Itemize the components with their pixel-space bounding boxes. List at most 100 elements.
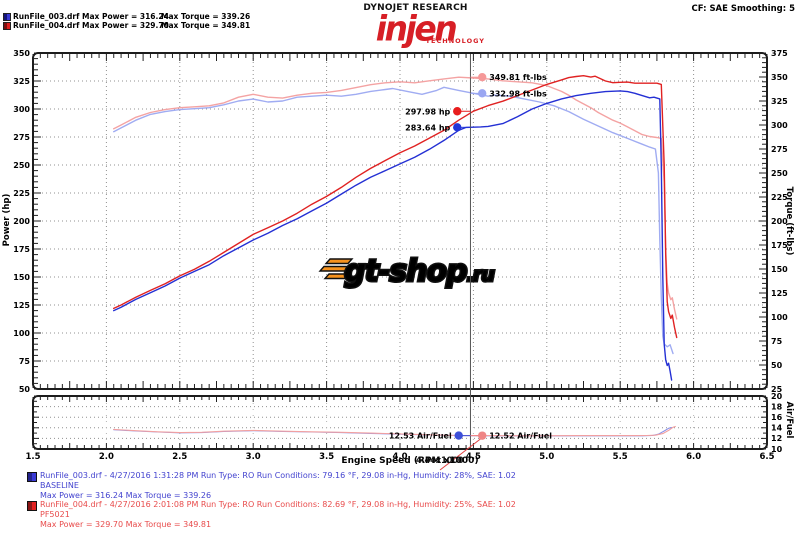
- power-tick-label: 100: [13, 329, 30, 338]
- power-tick-label: 200: [13, 217, 30, 226]
- power-tick-label: 75: [19, 357, 31, 366]
- rpm-tick-label: 6.0: [686, 452, 701, 462]
- run-info: RunFile_004.drf - 4/27/2016 2:01:08 PM R…: [40, 500, 516, 509]
- airfuel-tick-label: 16: [771, 413, 783, 422]
- torque-tick-label: 225: [771, 193, 788, 202]
- airfuel-plot-border: [32, 395, 768, 450]
- cursor-rpm-readout: 4.44x1000: [416, 456, 464, 466]
- series-power-runfile004: [112, 74, 678, 339]
- torque-tick-label: 350: [771, 73, 788, 82]
- annotation-label: 297.98 hp: [405, 107, 450, 116]
- rpm-tick-label: 4.5: [466, 452, 481, 462]
- annotation-label: 12.53 Air/Fuel: [389, 432, 452, 441]
- run-name: PF5021: [40, 509, 70, 519]
- torque-tick-label: 50: [771, 361, 783, 370]
- torque-tick-label: 100: [771, 313, 788, 322]
- rpm-tick-label: 5.5: [613, 452, 628, 462]
- annotation-label: 283.64 hp: [405, 123, 450, 132]
- rpm-tick-label: 2.5: [172, 452, 187, 462]
- torque-tick-label: 375: [771, 49, 788, 58]
- series-torque-runfile003: [112, 86, 674, 355]
- annotation-dot-1[interactable]: [478, 89, 487, 98]
- legend-runfile004-power: RunFile_004.drf Max Power = 329.70: [13, 21, 169, 30]
- annotation-dot-5[interactable]: [478, 431, 487, 440]
- axis-tick-labels: 350 325 300 275 250 225 200 175 150 125 100 75 50 375…: [13, 49, 788, 462]
- legend-runfile003-power: RunFile_003.drf Max Power = 316.24: [13, 12, 169, 21]
- legend-runfile003-torque: Max Torque = 339.26: [161, 12, 251, 21]
- series-power-runfile003: [112, 90, 673, 381]
- runfile004-legend-icon: [27, 501, 37, 511]
- airfuel-tick-label: 12: [771, 434, 782, 443]
- series-torque-runfile004: [112, 76, 678, 320]
- torque-tick-label: 125: [771, 289, 788, 298]
- power-tick-label: 125: [13, 301, 30, 310]
- run-max: Max Power = 329.70 Max Torque = 349.81: [40, 519, 212, 529]
- series-af-runfile004: [113, 425, 676, 437]
- annotation-label: 12.52 Air/Fuel: [489, 432, 552, 441]
- torque-axis-title: Torque (ft-lbs): [784, 186, 794, 256]
- airfuel-tick-label: 18: [771, 402, 783, 411]
- rpm-tick-label: 3.0: [246, 452, 261, 462]
- torque-tick-label: 200: [771, 217, 788, 226]
- rpm-tick-label: 3.5: [319, 452, 334, 462]
- rpm-tick-label: 6.5: [759, 452, 774, 462]
- cursor-annotations: 349.81 ft-lbs 332.98 ft-lbs 297.98 hp 283.6…: [389, 72, 552, 471]
- annotation-dot-2[interactable]: [453, 107, 462, 116]
- torque-tick-label: 175: [771, 241, 788, 250]
- annotation-dot-0[interactable]: [478, 72, 487, 82]
- torque-tick-label: 275: [771, 145, 788, 154]
- rpm-tick-label: 5.0: [539, 452, 554, 462]
- run-max: Max Power = 316.24 Max Torque = 339.26: [40, 490, 212, 500]
- airfuel-tick-label: 14: [771, 424, 783, 433]
- runfile004-color-swatch: [3, 22, 11, 30]
- annotation-dot-4[interactable]: [454, 431, 463, 440]
- torque-tick-label: 75: [771, 337, 783, 346]
- dynojet-research-title: DYNOJET RESEARCH: [363, 3, 468, 13]
- run-detail-runfile004: RunFile_004.drf - 4/27/2016 2:01:08 PM R…: [27, 500, 516, 529]
- gridlines: [34, 54, 766, 448]
- main-plot-border: [32, 52, 768, 390]
- x-axis-title: Engine Speed (RPM x1000): [341, 456, 479, 466]
- torque-tick-label: 300: [771, 121, 788, 130]
- rpm-tick-label: 2.0: [99, 452, 114, 462]
- run-info: RunFile_003.drf - 4/27/2016 1:31:28 PM R…: [40, 471, 516, 480]
- annotation-leader: [439, 437, 483, 471]
- annotation-dot-3[interactable]: [453, 123, 462, 132]
- power-tick-label: 300: [13, 105, 30, 114]
- rpm-tick-label: 1.5: [25, 452, 40, 462]
- watermark-speed-lines: [318, 258, 354, 280]
- power-tick-label: 150: [13, 273, 30, 282]
- power-axis-title: Power (hp): [2, 193, 12, 247]
- watermark: gt-shop.ru: [318, 253, 497, 291]
- power-tick-label: 350: [13, 49, 30, 58]
- legend-runfile004-torque: Max Torque = 349.81: [161, 21, 251, 30]
- power-tick-label: 275: [13, 133, 30, 142]
- plot-frames: [32, 52, 768, 450]
- power-tick-label: 175: [13, 245, 30, 254]
- airfuel-tick-label: 20: [771, 392, 783, 401]
- watermark-text: gt-shop.ru: [344, 254, 494, 289]
- airfuel-tick-label: 10: [771, 445, 783, 454]
- power-tick-label: 325: [13, 77, 30, 86]
- run-detail-runfile003: RunFile_003.drf - 4/27/2016 1:31:28 PM R…: [27, 471, 516, 500]
- rpm-tick-label: 4.0: [392, 452, 407, 462]
- correction-smoothing-label: CF: SAE Smoothing: 5: [691, 4, 796, 14]
- airfuel-axis-title: Air/Fuel: [784, 401, 794, 439]
- torque-tick-label: 25: [771, 385, 783, 394]
- power-tick-label: 50: [19, 385, 31, 394]
- run-name: BASELINE: [40, 480, 79, 490]
- brand-block: DYNOJET RESEARCH injen TECHNOLOGY: [338, 3, 493, 49]
- annotation-label: 332.98 ft-lbs: [489, 89, 547, 98]
- runfile003-color-swatch: [3, 13, 11, 21]
- torque-tick-label: 250: [771, 169, 788, 178]
- power-tick-label: 225: [13, 189, 30, 198]
- torque-tick-label: 150: [771, 265, 788, 274]
- injen-logo: injen: [375, 8, 458, 49]
- torque-tick-label: 325: [771, 97, 788, 106]
- injen-technology-label: TECHNOLOGY: [425, 37, 485, 45]
- power-tick-label: 250: [13, 161, 30, 170]
- runfile003-legend-icon: [27, 472, 37, 482]
- annotation-label: 349.81 ft-lbs: [489, 73, 547, 82]
